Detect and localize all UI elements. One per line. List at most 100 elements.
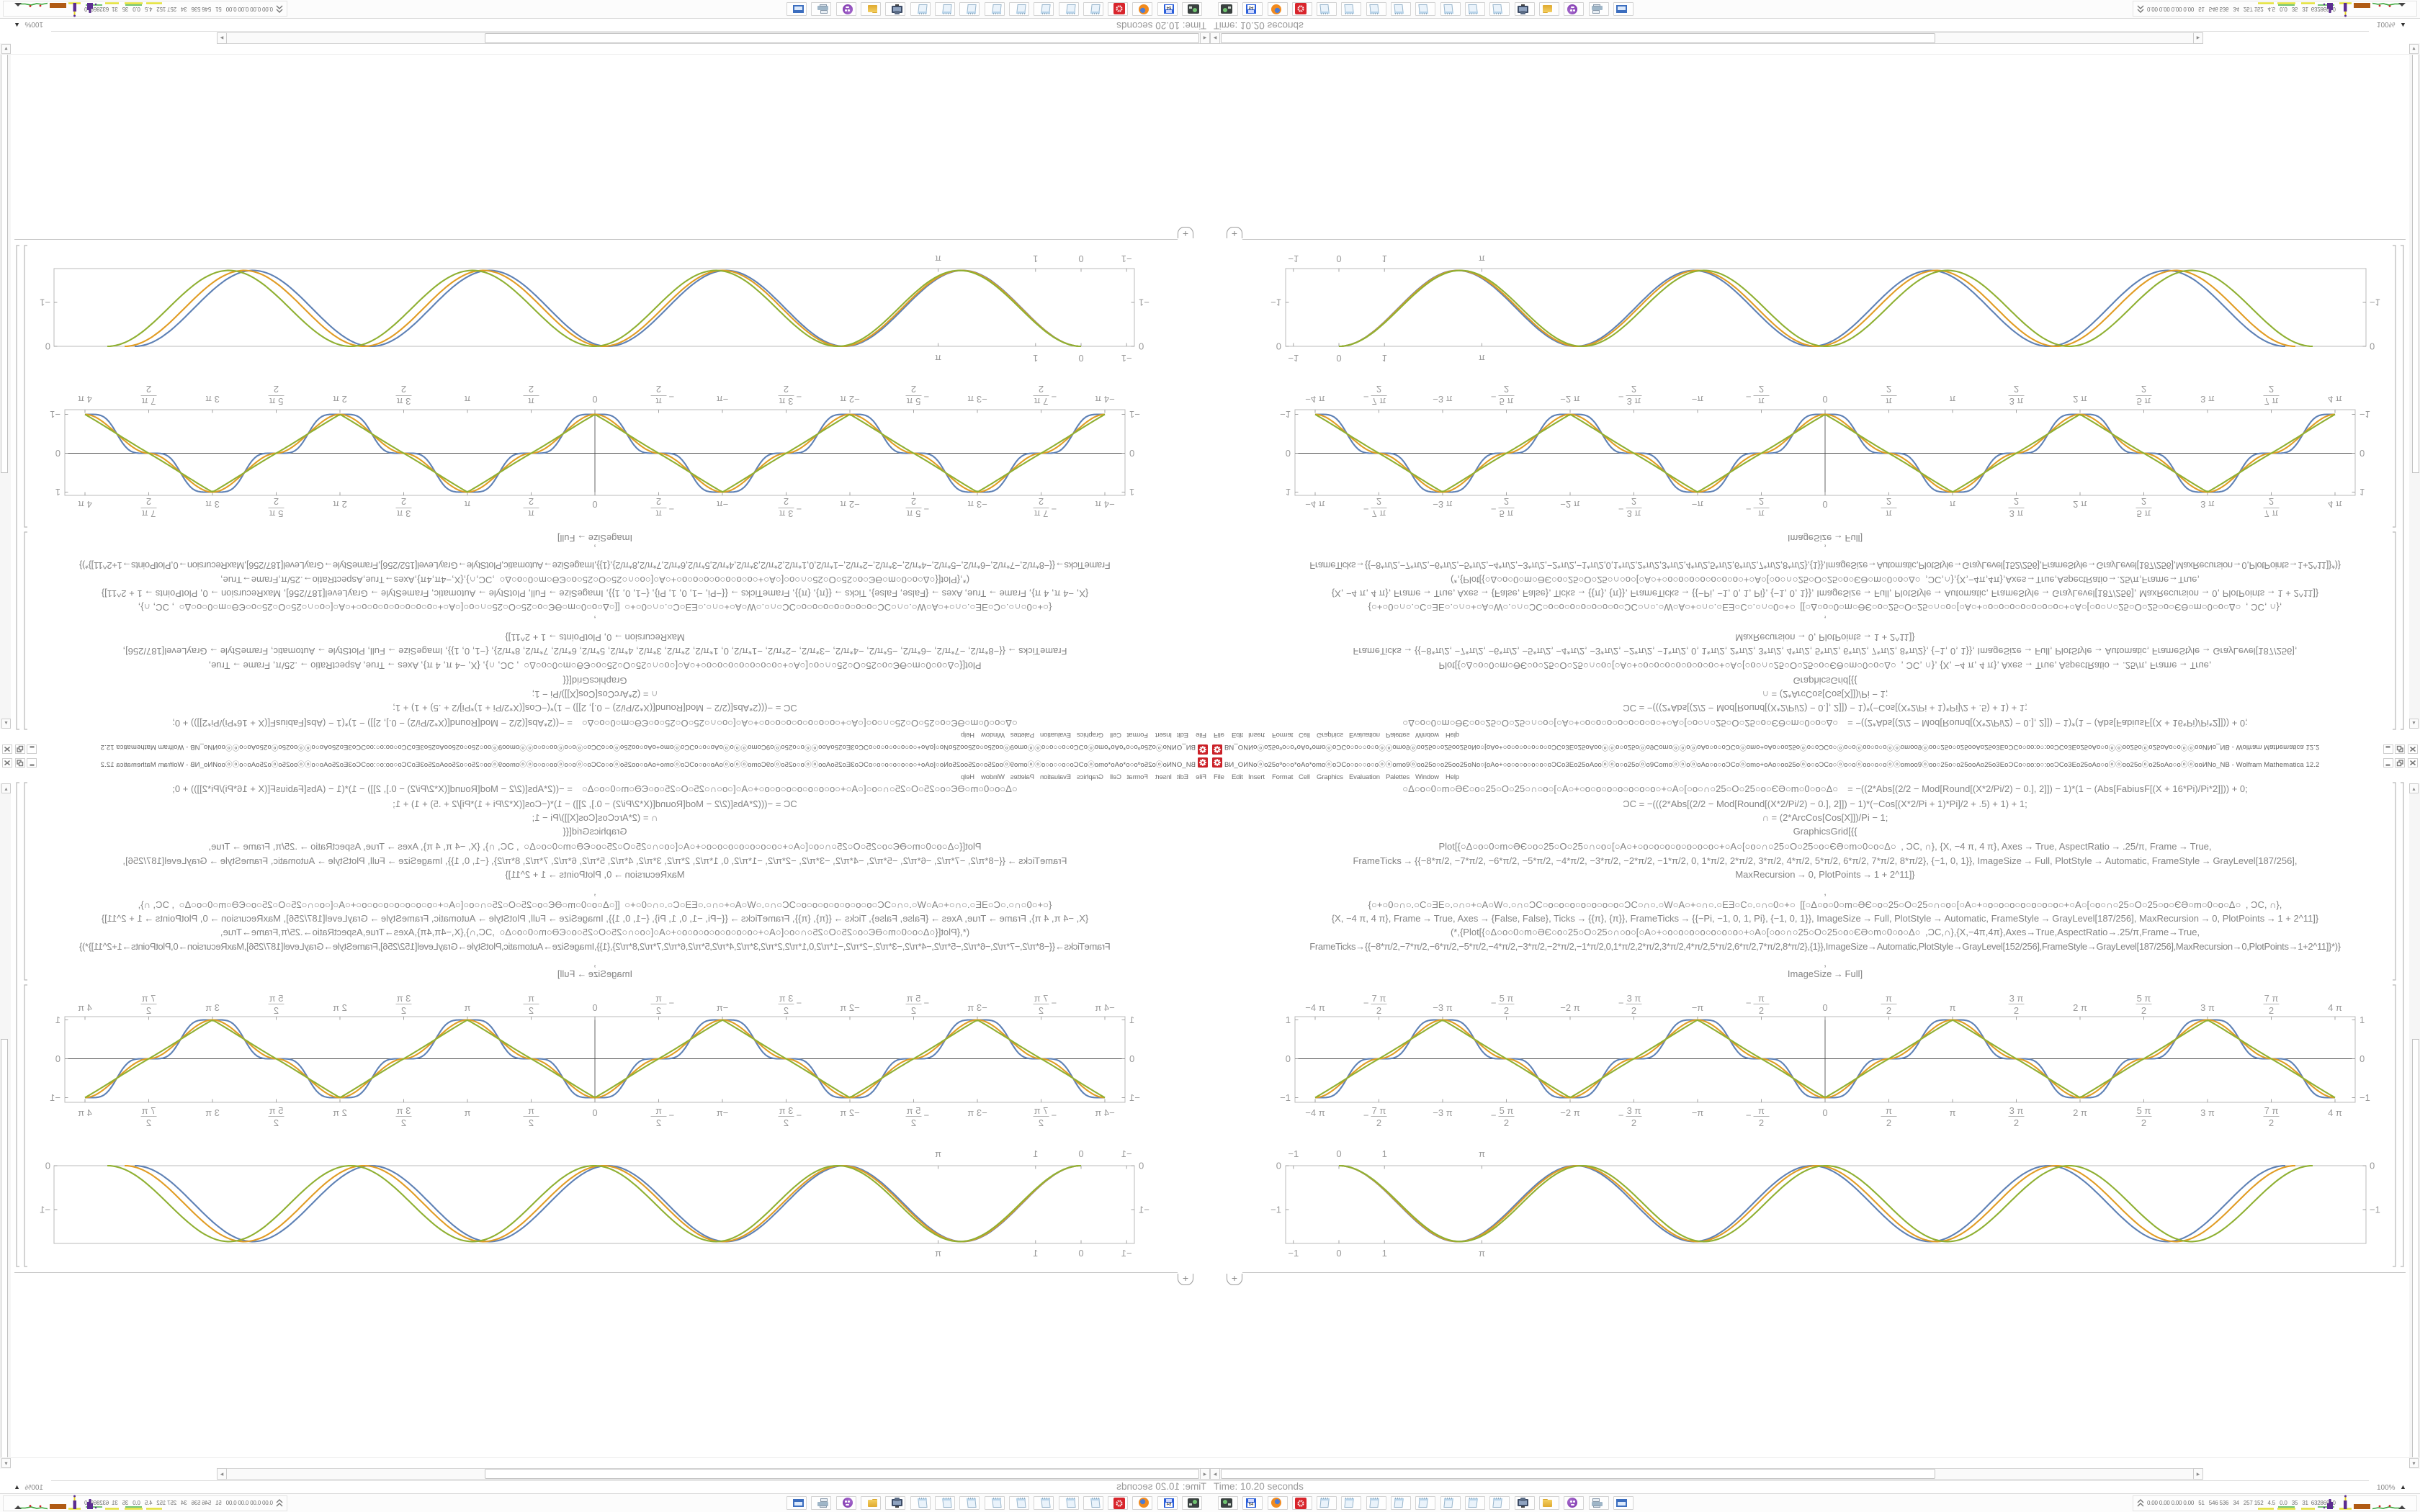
svg-text:−4 π: −4 π bbox=[1095, 1107, 1114, 1118]
svg-text:−3 π: −3 π bbox=[1433, 1002, 1452, 1013]
svg-text:2: 2 bbox=[1886, 496, 1891, 507]
svg-text:7 π: 7 π bbox=[2264, 1105, 2279, 1116]
svg-text:π: π bbox=[1479, 1148, 1485, 1159]
svg-text:−4 π: −4 π bbox=[1305, 1107, 1325, 1118]
svg-text:0: 0 bbox=[1822, 1107, 1827, 1118]
svg-text:0: 0 bbox=[592, 1002, 597, 1013]
svg-text:7 π: 7 π bbox=[142, 396, 156, 407]
svg-text:0: 0 bbox=[1129, 448, 1134, 459]
svg-text:2: 2 bbox=[529, 384, 534, 395]
svg-text:5 π: 5 π bbox=[907, 1105, 921, 1116]
svg-text:−4 π: −4 π bbox=[1095, 1002, 1114, 1013]
svg-text:0: 0 bbox=[2370, 341, 2375, 352]
svg-text:−1: −1 bbox=[2370, 297, 2380, 308]
svg-text:−: − bbox=[924, 998, 930, 1009]
svg-text:3 π: 3 π bbox=[1627, 508, 1641, 518]
svg-text:2: 2 bbox=[911, 384, 916, 395]
svg-text:0: 0 bbox=[1336, 253, 1341, 264]
svg-text:0: 0 bbox=[55, 448, 60, 459]
svg-text:2: 2 bbox=[401, 496, 406, 507]
svg-text:−4 π: −4 π bbox=[1305, 1002, 1325, 1013]
svg-text:5 π: 5 π bbox=[1500, 1105, 1514, 1116]
svg-text:0: 0 bbox=[1822, 499, 1827, 510]
svg-text:2: 2 bbox=[656, 384, 661, 395]
svg-text:0: 0 bbox=[55, 1053, 60, 1064]
svg-text:2: 2 bbox=[1376, 384, 1381, 395]
svg-text:7 π: 7 π bbox=[2264, 508, 2279, 518]
svg-text:0: 0 bbox=[1286, 448, 1291, 459]
svg-text:5 π: 5 π bbox=[2137, 396, 2151, 407]
svg-text:−1: −1 bbox=[1270, 1205, 1281, 1215]
svg-text:7 π: 7 π bbox=[1034, 1105, 1049, 1116]
svg-text:2: 2 bbox=[1504, 1005, 1509, 1016]
svg-text:−1: −1 bbox=[1121, 1148, 1132, 1159]
svg-text:−4 π: −4 π bbox=[1305, 394, 1325, 405]
svg-text:2 π: 2 π bbox=[333, 1107, 347, 1118]
svg-text:−2 π: −2 π bbox=[840, 1002, 859, 1013]
svg-text:2 π: 2 π bbox=[2073, 394, 2087, 405]
svg-text:2: 2 bbox=[146, 384, 151, 395]
svg-text:−π: −π bbox=[1692, 394, 1704, 405]
svg-text:π: π bbox=[528, 396, 534, 407]
svg-text:−: − bbox=[924, 504, 930, 515]
svg-text:2: 2 bbox=[274, 384, 279, 395]
svg-text:−1: −1 bbox=[1121, 253, 1132, 264]
svg-text:2: 2 bbox=[1039, 496, 1044, 507]
svg-text:−3 π: −3 π bbox=[1433, 1107, 1452, 1118]
svg-text:−π: −π bbox=[717, 499, 729, 510]
svg-text:2: 2 bbox=[274, 496, 279, 507]
svg-text:2: 2 bbox=[2269, 384, 2274, 395]
svg-text:−: − bbox=[669, 998, 675, 1009]
svg-text:−: − bbox=[924, 1110, 930, 1121]
svg-text:π: π bbox=[1758, 1105, 1765, 1116]
svg-text:−4 π: −4 π bbox=[1305, 499, 1325, 510]
svg-text:0: 0 bbox=[1078, 1248, 1083, 1259]
svg-text:3 π: 3 π bbox=[2009, 1105, 2024, 1116]
svg-text:2: 2 bbox=[1504, 384, 1509, 395]
svg-text:−1: −1 bbox=[1288, 253, 1299, 264]
svg-text:5 π: 5 π bbox=[2137, 994, 2151, 1004]
svg-text:5 π: 5 π bbox=[269, 1105, 284, 1116]
svg-text:5 π: 5 π bbox=[269, 396, 284, 407]
svg-text:7 π: 7 π bbox=[142, 994, 156, 1004]
svg-text:−2 π: −2 π bbox=[840, 394, 859, 405]
svg-text:7 π: 7 π bbox=[2264, 994, 2279, 1004]
svg-text:−: − bbox=[1491, 1110, 1497, 1121]
svg-text:2: 2 bbox=[1759, 384, 1764, 395]
svg-text:5 π: 5 π bbox=[2137, 508, 2151, 518]
svg-text:0: 0 bbox=[2360, 1053, 2365, 1064]
svg-text:−π: −π bbox=[717, 1002, 729, 1013]
svg-text:3 π: 3 π bbox=[397, 508, 411, 518]
svg-text:π: π bbox=[935, 253, 941, 264]
svg-text:−: − bbox=[1363, 504, 1369, 515]
svg-text:1: 1 bbox=[55, 1014, 60, 1025]
svg-text:2: 2 bbox=[146, 496, 151, 507]
svg-text:0: 0 bbox=[1336, 1148, 1341, 1159]
svg-text:1: 1 bbox=[1129, 487, 1134, 498]
svg-text:1: 1 bbox=[1382, 353, 1387, 364]
svg-text:π: π bbox=[935, 353, 941, 364]
svg-text:4 π: 4 π bbox=[78, 1002, 92, 1013]
svg-text:2: 2 bbox=[2014, 1117, 2019, 1128]
svg-text:2: 2 bbox=[146, 1117, 151, 1128]
svg-text:2: 2 bbox=[401, 1117, 406, 1128]
svg-text:4 π: 4 π bbox=[78, 394, 92, 405]
svg-text:π: π bbox=[935, 1248, 941, 1259]
svg-text:2: 2 bbox=[529, 1005, 534, 1016]
svg-text:1: 1 bbox=[2360, 1014, 2365, 1025]
svg-text:7 π: 7 π bbox=[1372, 396, 1386, 407]
svg-text:2 π: 2 π bbox=[333, 394, 347, 405]
svg-text:−: − bbox=[1618, 504, 1624, 515]
svg-text:2: 2 bbox=[2141, 496, 2146, 507]
svg-text:0: 0 bbox=[45, 1161, 50, 1171]
svg-text:2: 2 bbox=[2014, 496, 2019, 507]
svg-text:1: 1 bbox=[1033, 353, 1038, 364]
svg-text:π: π bbox=[464, 394, 470, 405]
svg-text:0: 0 bbox=[1078, 353, 1083, 364]
svg-text:2: 2 bbox=[2014, 384, 2019, 395]
svg-text:−π: −π bbox=[1692, 1002, 1704, 1013]
svg-text:π: π bbox=[1886, 396, 1892, 407]
svg-text:3 π: 3 π bbox=[2009, 396, 2024, 407]
svg-text:5 π: 5 π bbox=[907, 508, 921, 518]
svg-text:−3 π: −3 π bbox=[967, 1107, 987, 1118]
